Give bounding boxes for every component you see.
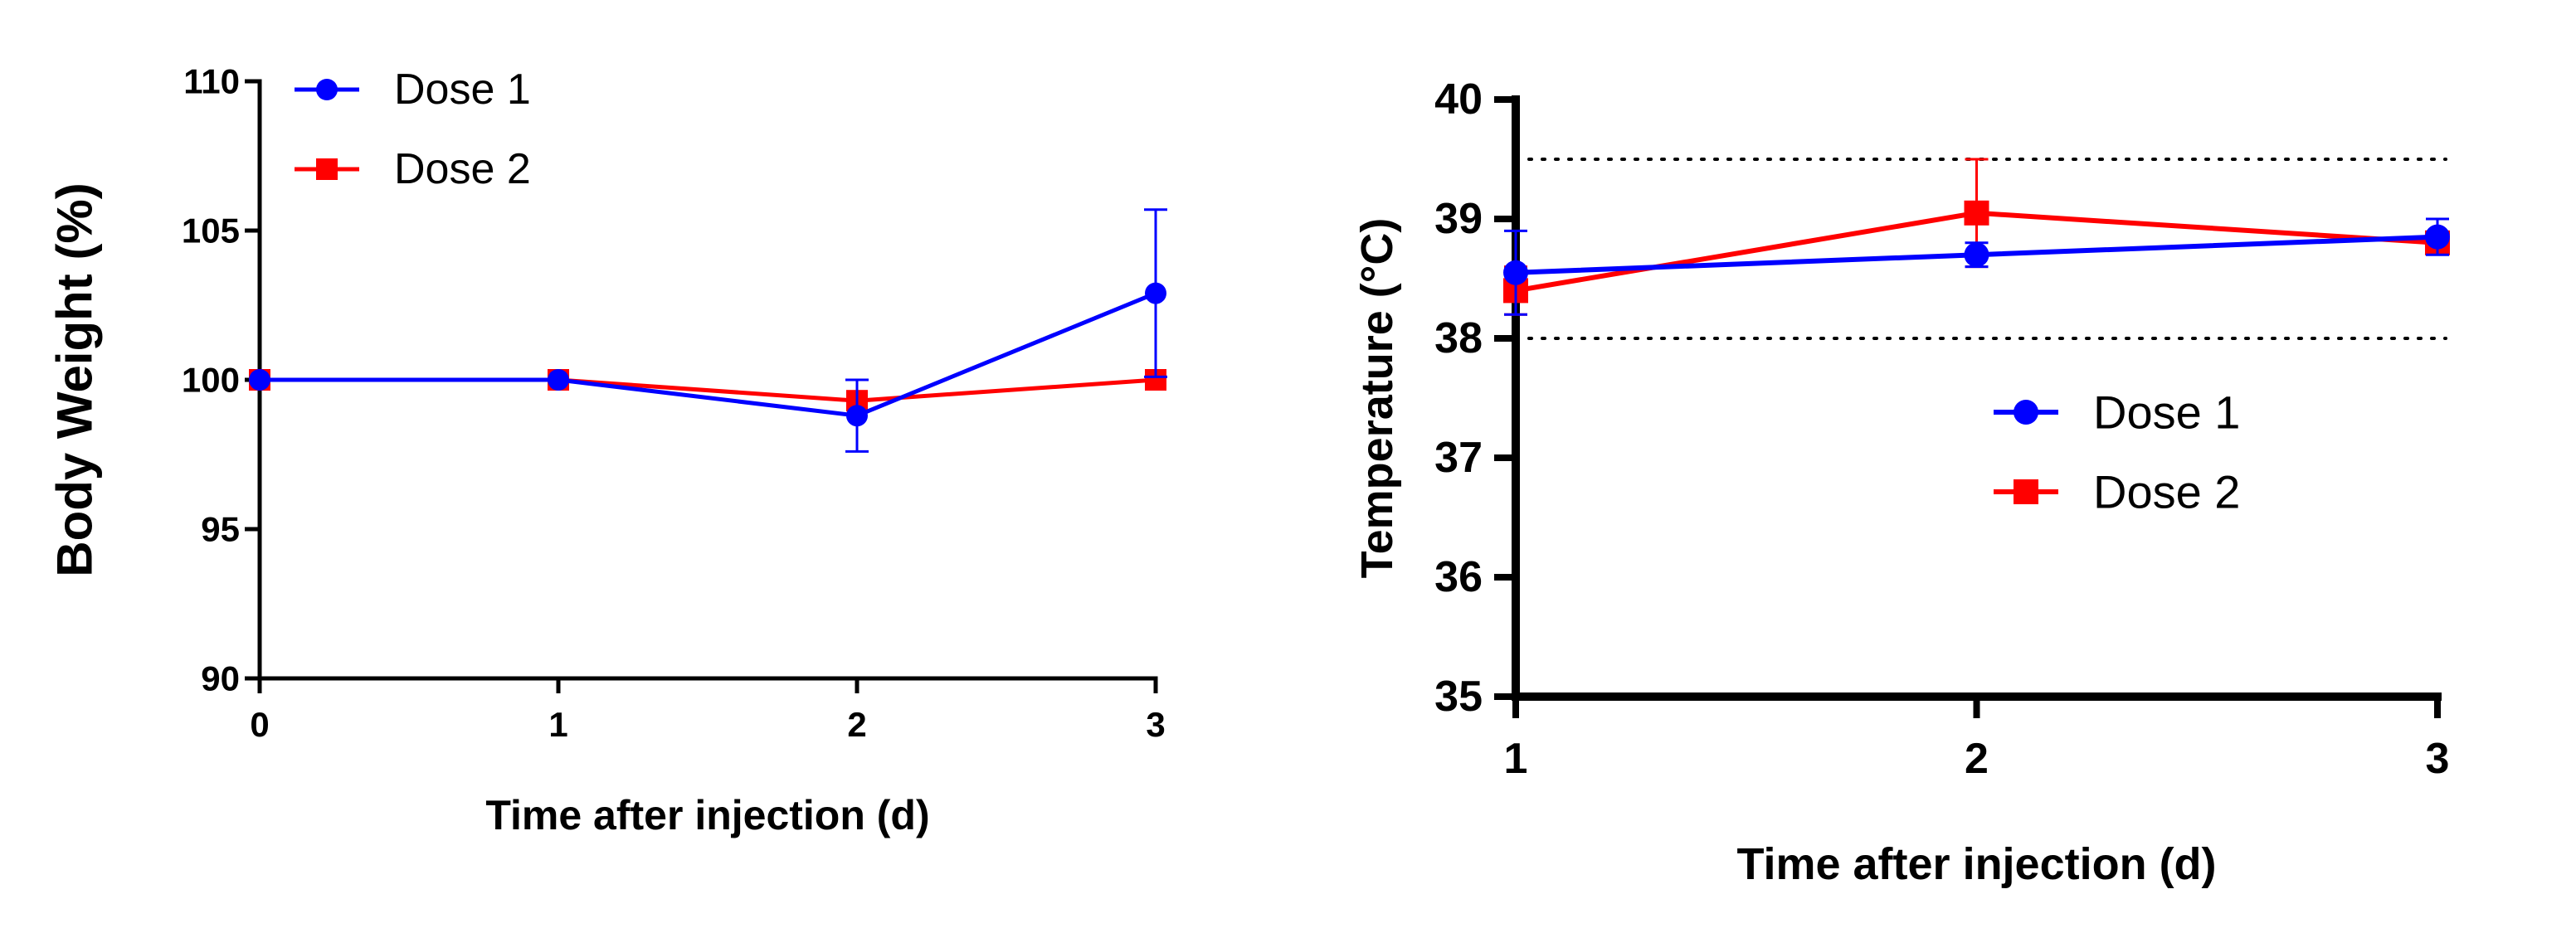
data-point [1964,242,1989,268]
y-tick-label: 110 [183,62,240,101]
x-axis-title: Time after injection (d) [485,792,929,838]
data-point [2425,224,2450,250]
y-tick-label: 95 [201,510,240,549]
data-point [548,369,569,391]
x-tick-label: 1 [548,705,567,744]
legend: Dose 1 Dose 2 [1994,386,2240,518]
y-tick-label: 100 [182,361,240,400]
legend-label: Dose 1 [2093,386,2240,439]
x-tick-label: 0 [250,705,269,744]
data-point [249,369,270,391]
x-axis-title: Time after injection (d) [1736,839,2216,889]
y-tick-label: 39 [1434,195,1483,243]
x-tick-label: 3 [1146,705,1165,744]
y-tick-label: 40 [1434,75,1483,124]
x-tick-label: 3 [2426,735,2450,783]
legend-label: Dose 2 [394,145,531,193]
y-axis-title: Temperature (°C) [1352,218,1402,579]
legend: Dose 1 Dose 2 [295,66,531,193]
y-tick-label: 37 [1434,434,1483,482]
series-dose-1 [1503,217,2450,316]
legend-label: Dose 2 [2093,466,2240,518]
data-point [1503,260,1528,285]
series-dose-2 [249,369,1166,412]
y-tick-label: 105 [182,211,240,250]
data-point [1145,282,1166,304]
series-dose-1 [249,208,1167,453]
x-tick-label: 1 [1504,735,1528,783]
y-tick-label: 35 [1434,673,1483,721]
x-tick-label: 2 [1965,735,1989,783]
y-tick-label: 90 [201,659,240,698]
legend-marker [316,158,338,180]
data-point [1964,200,1989,226]
legend-marker [2014,479,2038,504]
chart-2: 35 36 37 38 39 40 1 2 3 Time after injection (d) T… [1352,75,2450,889]
series-dose-2 [1503,158,2450,316]
legend-marker [316,79,338,100]
x-tick-label: 2 [847,705,866,744]
series-line [260,291,1157,418]
legend-label: Dose 1 [394,66,531,114]
chart-1: 90 95 100 105 110 0 1 2 3 Time after injection (d… [47,62,1167,838]
y-tick-label: 36 [1434,553,1483,601]
y-tick-label: 38 [1434,314,1483,362]
legend-marker [2014,400,2038,425]
y-axis-title: Body Weight (%) [47,182,103,577]
data-point [846,405,868,427]
